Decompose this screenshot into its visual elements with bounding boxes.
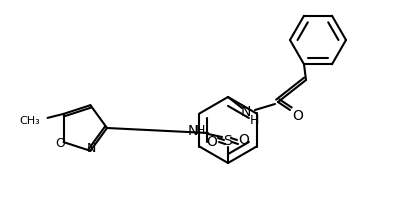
Text: N: N bbox=[241, 105, 251, 119]
Text: O: O bbox=[293, 109, 303, 123]
Text: H: H bbox=[195, 124, 205, 138]
Text: S: S bbox=[223, 134, 232, 148]
Text: H: H bbox=[249, 114, 259, 126]
Text: O: O bbox=[207, 135, 218, 149]
Text: O: O bbox=[239, 133, 249, 147]
Text: N: N bbox=[188, 124, 198, 138]
Text: N: N bbox=[87, 142, 96, 155]
Text: O: O bbox=[55, 137, 66, 150]
Text: CH₃: CH₃ bbox=[20, 116, 41, 126]
